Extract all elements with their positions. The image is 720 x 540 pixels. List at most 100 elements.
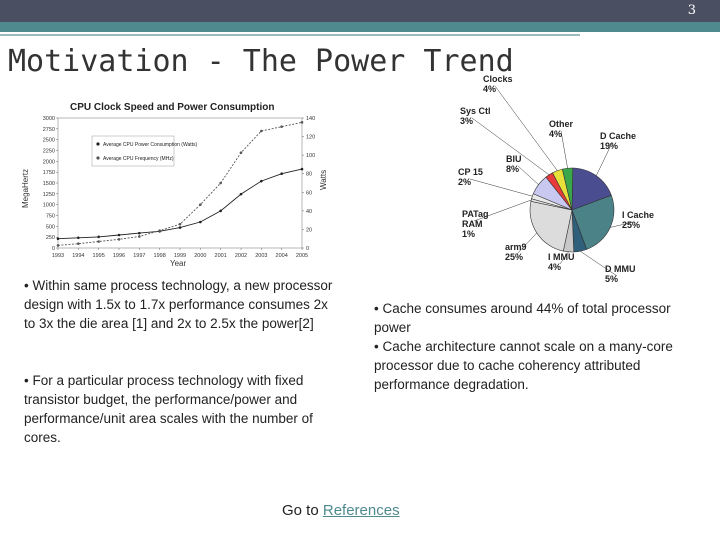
y-right-tick-label: 40 — [306, 209, 312, 215]
data-point-power — [280, 172, 283, 176]
slide-title: Motivation - The Power Trend — [8, 44, 514, 79]
pie-leader-line — [471, 117, 550, 176]
data-point-frequency — [138, 235, 141, 238]
pie-labels: D Cache 19% I Cache 25% D MMU 5% I MMU 4% arm9 25… — [458, 74, 654, 284]
data-point-frequency — [56, 244, 60, 247]
y-right-tick-label: 60 — [306, 190, 312, 196]
pie-leader-line — [610, 221, 635, 228]
legend-power-marker — [96, 142, 100, 146]
pie-slice-arm9 — [529, 200, 573, 252]
pie-leader-line — [516, 232, 537, 255]
cache-power-pie-chart: D Cache 19% I Cache 25% D MMU 5% I MMU 4% arm9 25… — [458, 74, 654, 284]
pie-label-other: Other 4% — [549, 119, 574, 139]
data-point-frequency — [219, 181, 222, 185]
pie-label-i-mmu: I MMU 4% — [548, 252, 575, 272]
data-point-power — [239, 192, 243, 196]
legend-frequency-label: Average CPU Frequency (MHz) — [103, 156, 174, 162]
y-left-tick-label: 3000 — [43, 116, 55, 122]
pie-leader-line — [469, 178, 533, 197]
data-point-frequency — [178, 222, 182, 226]
cpu-power-line-chart: CPU Clock Speed and Power Consumption 0 2… — [21, 102, 328, 268]
line-chart-title: CPU Clock Speed and Power Consumption — [70, 102, 274, 113]
y-right-tick-label: 140 — [306, 116, 315, 122]
x-tick-label: 1995 — [93, 253, 105, 259]
y-right-tick-label: 120 — [306, 135, 315, 141]
pie-label-patag-ram: PATag RAM 1% — [462, 209, 489, 239]
y-left-tick-label: 2250 — [43, 149, 55, 155]
y-left-tick-label: 500 — [46, 224, 55, 230]
legend-power-label: Average CPU Power Consumption (Watts) — [103, 142, 198, 148]
y-left-axis-label: MegaHertz — [21, 169, 30, 208]
pie-label-clocks: Clocks 4% — [483, 74, 513, 94]
pie-leader-line — [560, 130, 568, 169]
x-tick-label: 1993 — [52, 253, 64, 259]
data-point-frequency — [300, 121, 304, 124]
pie-leader-line — [473, 199, 532, 222]
pie-slice-i-cache — [571, 194, 615, 250]
references-link[interactable]: References — [322, 502, 400, 519]
y-left-tick-label: 750 — [46, 214, 55, 220]
y-right-tick-label: 100 — [306, 153, 315, 159]
data-point-frequency — [77, 242, 80, 245]
y-right-axis-label: Watts — [319, 170, 328, 190]
line-chart-legend: Average CPU Power Consumption (Watts) Av… — [91, 135, 198, 167]
pie-label-cp-15: CP 15 2% — [458, 167, 483, 187]
data-point-power — [138, 231, 141, 235]
data-point-power — [300, 167, 304, 171]
y-left-tick-label: 0 — [52, 246, 55, 252]
legend-frequency-marker — [96, 156, 100, 160]
x-tick-label: 2003 — [255, 253, 267, 259]
data-point-power — [117, 233, 121, 237]
data-point-power — [199, 220, 202, 224]
x-tick-label: 2000 — [194, 253, 206, 259]
x-tick-label: 1998 — [154, 253, 166, 259]
data-point-frequency — [158, 229, 161, 232]
y-left-tick-label: 2750 — [43, 127, 55, 133]
y-left-tick-label: 1000 — [43, 203, 55, 209]
y-left-tick-label: 250 — [46, 235, 55, 241]
right-bullet-1: • Cache consumes around 44% of total pro… — [374, 301, 671, 335]
pie-label-sys-ctl: Sys Ctl 3% — [460, 106, 491, 126]
data-point-power — [56, 237, 60, 241]
data-point-power — [178, 226, 182, 229]
left-bullet-1: • Within same process technology, a new … — [24, 278, 333, 331]
y-left-tick-label: 1500 — [43, 181, 55, 187]
left-bullet-2: • For a particular process technology wi… — [24, 373, 313, 445]
accent-line — [0, 34, 580, 36]
x-tick-label: 2002 — [235, 253, 247, 259]
pie-leader-line — [517, 165, 539, 185]
pie-label-i-cache: I Cache 25% — [622, 210, 654, 230]
data-point-power — [97, 235, 100, 239]
x-axis-label: Year — [170, 259, 187, 268]
y-left-tick-label: 2500 — [43, 138, 55, 144]
pie-slice-d-cache — [571, 167, 612, 211]
y-right-tick-label: 0 — [306, 246, 309, 252]
y-left-tick-label: 1750 — [43, 170, 55, 176]
right-bullet-2: • Cache architecture cannot scale on a m… — [374, 339, 673, 392]
y-left-tick-label: 1250 — [43, 192, 55, 198]
x-tick-label: 2001 — [215, 253, 227, 259]
data-point-frequency — [239, 151, 243, 154]
pie-label-d-cache: D Cache 19% — [600, 131, 636, 151]
y-right-tick-label: 20 — [306, 227, 312, 233]
x-tick-label: 1996 — [113, 253, 125, 259]
data-point-frequency — [97, 240, 100, 243]
x-tick-label: 1999 — [174, 253, 186, 259]
line-chart-plot-area: 0250500750100012501500175020002250250027… — [43, 116, 315, 259]
y-left-tick-label: 2000 — [43, 159, 55, 165]
data-point-frequency — [260, 129, 263, 133]
data-point-power — [260, 179, 263, 183]
pie-leader-line — [596, 142, 613, 176]
x-tick-label: 1994 — [72, 253, 84, 259]
pie-label-biu: BIU 8% — [506, 154, 522, 174]
x-tick-label: 1997 — [133, 253, 145, 259]
pie-slices — [529, 167, 615, 253]
data-point-power — [77, 236, 80, 240]
pie-label-arm9: arm9 25% — [505, 242, 527, 262]
y-right-tick-label: 80 — [306, 172, 312, 178]
pie-leader-line — [559, 251, 569, 265]
pie-leader-line — [580, 250, 618, 277]
top-bar — [0, 0, 720, 22]
goto-references: Go to References — [282, 502, 400, 519]
pie-slice-other — [562, 167, 574, 211]
